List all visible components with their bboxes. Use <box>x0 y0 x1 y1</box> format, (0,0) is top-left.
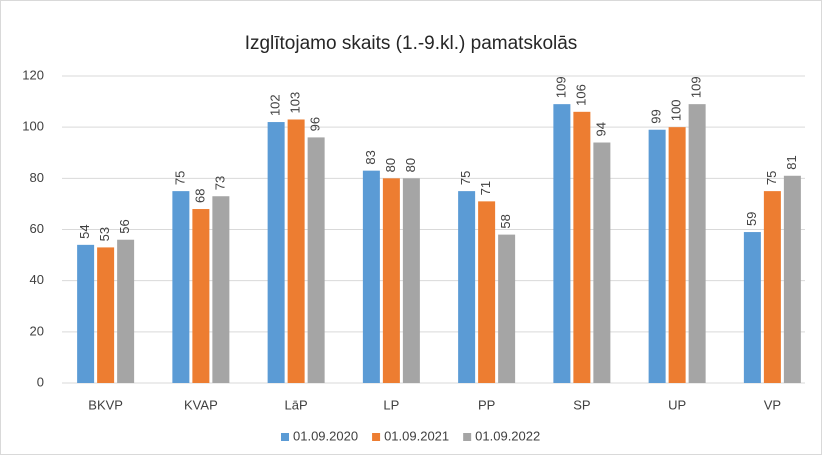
bar <box>783 175 801 383</box>
chart-title: Izglītojamo skaits (1.-9.kl.) pamatskolā… <box>245 33 578 54</box>
bar <box>212 196 230 383</box>
x-tick-label: BKVP <box>88 397 123 412</box>
bar <box>97 247 115 383</box>
data-label: 106 <box>573 84 588 106</box>
data-label: 73 <box>212 176 227 190</box>
legend-swatch <box>372 433 381 441</box>
x-tick-label: UP <box>668 397 686 412</box>
legend-label: 01.09.2022 <box>475 428 540 443</box>
data-label: 80 <box>403 158 418 172</box>
bar <box>362 170 380 383</box>
data-label: 109 <box>689 76 704 98</box>
data-label: 75 <box>764 171 779 185</box>
bar <box>593 142 611 383</box>
x-tick-label: KVAP <box>184 397 218 412</box>
data-label: 53 <box>97 227 112 241</box>
x-tick-label: LP <box>383 397 399 412</box>
x-tick-label: LāP <box>285 397 308 412</box>
data-label: 68 <box>192 189 207 203</box>
bar <box>498 234 516 383</box>
y-tick-label: 20 <box>30 323 44 338</box>
data-label: 80 <box>383 158 398 172</box>
legend-label: 01.09.2020 <box>293 428 358 443</box>
bar <box>402 178 420 383</box>
bar <box>382 178 400 383</box>
bar <box>763 191 781 383</box>
legend-label: 01.09.2021 <box>384 428 449 443</box>
data-label: 75 <box>172 171 187 185</box>
bar <box>688 104 706 384</box>
y-tick-label: 40 <box>30 272 44 287</box>
bar <box>192 209 210 383</box>
bar <box>267 122 285 384</box>
bar <box>307 137 325 383</box>
data-label: 103 <box>288 92 303 114</box>
legend-swatch <box>281 433 289 441</box>
bar <box>743 232 761 383</box>
data-label: 58 <box>498 214 513 228</box>
bar <box>172 191 190 383</box>
bar <box>573 111 591 384</box>
x-tick-label: SP <box>573 397 590 412</box>
data-label: 100 <box>669 99 684 121</box>
data-label: 94 <box>593 122 608 136</box>
data-label: 81 <box>784 155 799 169</box>
bar <box>287 119 305 383</box>
bar <box>648 129 666 383</box>
data-label: 75 <box>458 171 473 185</box>
bar <box>117 239 135 383</box>
y-tick-label: 0 <box>37 374 44 389</box>
data-label: 59 <box>744 212 759 226</box>
data-label: 54 <box>77 224 92 238</box>
legend-swatch <box>463 433 472 441</box>
y-tick-label: 120 <box>22 67 44 82</box>
data-label: 109 <box>553 76 568 98</box>
x-tick-label: VP <box>764 397 781 412</box>
data-label: 102 <box>268 94 283 116</box>
data-label: 96 <box>308 117 323 131</box>
data-label: 71 <box>478 181 493 195</box>
bar <box>458 191 476 383</box>
x-tick-label: PP <box>478 397 495 412</box>
bar <box>77 244 95 383</box>
bar <box>553 104 571 384</box>
y-tick-label: 80 <box>30 170 44 185</box>
bar <box>668 127 686 384</box>
data-label: 99 <box>649 109 664 123</box>
data-label: 56 <box>117 219 132 233</box>
y-tick-label: 100 <box>22 119 44 134</box>
y-tick-label: 60 <box>30 221 44 236</box>
bar <box>478 201 496 383</box>
data-label: 83 <box>363 150 378 164</box>
